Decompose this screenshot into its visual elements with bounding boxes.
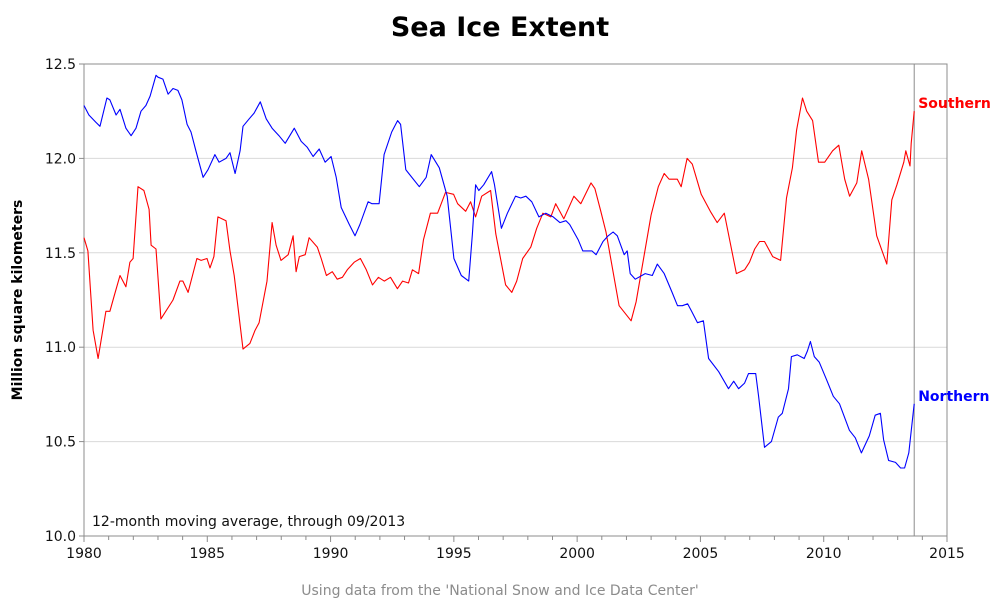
gridlines — [84, 157, 947, 443]
moving-average-annotation: 12-month moving average, through 09/2013 — [92, 514, 405, 530]
plot-frame — [83, 63, 948, 537]
y-tick-label: 10.0 — [45, 529, 76, 545]
series-label-northern: Northern — [918, 389, 989, 405]
x-tick-label: 1995 — [436, 546, 472, 562]
x-tick-label: 2010 — [806, 546, 842, 562]
x-tick-label: 2005 — [683, 546, 719, 562]
series-labels: Southern Northern — [918, 96, 991, 405]
series-line-southern — [83, 97, 915, 360]
x-tick-label: 2000 — [559, 546, 595, 562]
data-source-footnote: Using data from the 'National Snow and I… — [301, 583, 698, 599]
series-lines — [83, 74, 915, 469]
x-axis: 1980 1985 1990 1995 2000 2005 2010 2015 — [66, 536, 965, 562]
y-axis: 10.0 10.5 11.0 11.5 12.0 12.5 — [45, 57, 84, 545]
y-tick-label: 11.5 — [45, 246, 76, 262]
y-tick-label: 12.0 — [45, 151, 76, 167]
x-tick-label: 1980 — [66, 546, 102, 562]
x-tick-label: 1985 — [189, 546, 225, 562]
series-line-northern — [83, 74, 915, 469]
y-tick-label: 12.5 — [45, 57, 76, 73]
chart-title: Sea Ice Extent — [391, 12, 609, 43]
y-tick-label: 10.5 — [45, 435, 76, 451]
x-tick-label: 1990 — [313, 546, 349, 562]
series-label-southern: Southern — [918, 96, 991, 112]
y-tick-label: 11.0 — [45, 340, 76, 356]
y-axis-label: Million square kilometers — [10, 200, 26, 401]
x-tick-label: 2015 — [929, 546, 965, 562]
